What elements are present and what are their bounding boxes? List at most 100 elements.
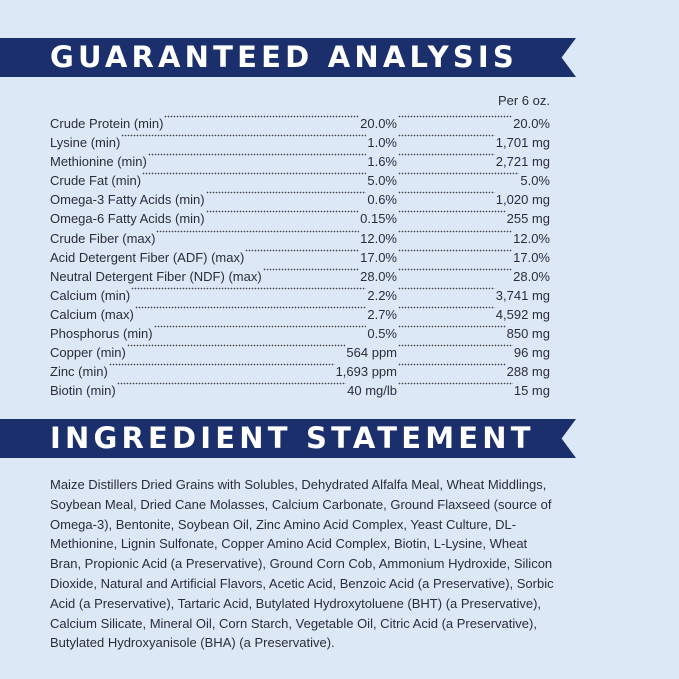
cell: 20.0% xyxy=(397,114,550,133)
per-serving-value: 2,721 mg xyxy=(495,154,550,170)
dot-leader xyxy=(116,381,347,386)
cell: Calcium (max) 2.7% xyxy=(50,304,397,324)
analysis-row: Crude Fiber (max) 12.0% 12.0% xyxy=(50,228,550,248)
dot-leader xyxy=(147,152,367,157)
nutrient-label: Omega-6 Fatty Acids (min) xyxy=(50,211,205,227)
percent-value: 5.0% xyxy=(367,173,397,189)
per-serving-value: 20.0% xyxy=(513,116,550,131)
heading: GUARANTEED ANALYSIS xyxy=(50,40,519,74)
dot-leader xyxy=(262,266,360,271)
percent-value: 20.0% xyxy=(360,116,397,131)
nutrient-label: Crude Fat (min) xyxy=(50,173,142,189)
per-serving-value: 28.0% xyxy=(513,268,550,284)
percent-value: 28.0% xyxy=(360,268,397,284)
dot-leader xyxy=(142,171,367,176)
dot-leader xyxy=(108,362,335,367)
nutrient-label: Zinc (min) xyxy=(50,364,108,380)
analysis-row: Omega-3 Fatty Acids (min) 0.6% 1,020 mg xyxy=(50,190,550,209)
nutrient-label: Acid Detergent Fiber (ADF) (max) xyxy=(50,249,245,265)
analysis-table: Crude Protein (min) 20.0% 20.0% Lysine (min… xyxy=(50,114,550,400)
dot-leader xyxy=(398,247,513,252)
analysis-row: Copper (min) 564 ppm 96 mg xyxy=(50,343,550,362)
per-serving-value: 1,701 mg xyxy=(495,135,550,151)
dot-leader xyxy=(126,343,346,348)
cell: 3,741 mg xyxy=(397,285,550,305)
nutrient-label: Methionine (min) xyxy=(50,154,147,170)
dot-leader xyxy=(398,343,513,348)
analysis-row: Crude Fat (min) 5.0% 5.0% xyxy=(50,171,550,190)
percent-value: 17.0% xyxy=(360,249,397,265)
dot-leader xyxy=(156,228,360,233)
nutrient-label: Lysine (min) xyxy=(50,135,121,151)
dot-leader xyxy=(153,324,367,329)
nutrient-label: Calcium (min) xyxy=(50,287,131,303)
percent-value: 2.2% xyxy=(367,287,397,303)
analysis-row: Biotin (min) 40 mg/lb 15 mg xyxy=(50,381,550,400)
per-serving-value: 96 mg xyxy=(513,345,550,361)
analysis-row: Lysine (min) 1.0% 1,701 mg xyxy=(50,133,550,152)
dot-leader xyxy=(398,381,513,386)
ingredient-text: Maize Distillers Dried Grains with Solub… xyxy=(50,477,554,651)
cell: 255 mg xyxy=(397,209,550,228)
nutrient-label: Neutral Detergent Fiber (NDF) (max) xyxy=(50,268,262,284)
cell: 1,701 mg xyxy=(397,133,550,152)
analysis-row: Calcium (max) 2.7% 4,592 mg xyxy=(50,304,550,324)
percent-value: 0.15% xyxy=(360,211,397,227)
per-serving-value: 4,592 mg xyxy=(495,306,550,322)
cell: 12.0% xyxy=(397,228,550,248)
dot-leader xyxy=(398,228,513,233)
per-serving-value: 255 mg xyxy=(506,211,550,227)
dot-leader xyxy=(398,362,506,367)
analysis-row: Omega-6 Fatty Acids (min) 0.15% 255 mg xyxy=(50,209,550,228)
percent-value: 40 mg/lb xyxy=(347,383,397,399)
analysis-row: Calcium (min) 2.2% 3,741 mg xyxy=(50,285,550,305)
analysis-row: Phosphorus (min) 0.5% 850 mg xyxy=(50,324,550,343)
analysis-row: Neutral Detergent Fiber (NDF) (max) 28.0%… xyxy=(50,266,550,286)
dot-leader xyxy=(398,266,513,271)
analysis-row: Zinc (min) 1,693 ppm 288 mg xyxy=(50,362,550,381)
per-serving-value: 850 mg xyxy=(506,326,550,342)
dot-leader xyxy=(121,133,367,138)
dot-leader xyxy=(134,304,367,309)
dot-leader xyxy=(205,209,360,214)
cell: Crude Fiber (max) 12.0% xyxy=(50,228,397,248)
percent-value: 2.7% xyxy=(367,306,397,322)
percent-value: 1.6% xyxy=(367,154,397,170)
cell: Lysine (min) 1.0% xyxy=(50,133,397,152)
per-label: Per 6 oz. xyxy=(497,93,550,108)
cell: Zinc (min) 1,693 ppm xyxy=(50,362,397,381)
cell: 1,020 mg xyxy=(397,190,550,209)
heading: INGREDIENT STATEMENT xyxy=(50,421,535,455)
cell: Biotin (min) 40 mg/lb xyxy=(50,381,397,400)
per-serving-value: 288 mg xyxy=(506,364,550,380)
dot-leader xyxy=(398,171,520,176)
percent-value: 564 ppm xyxy=(346,345,397,361)
percent-value: 1,693 ppm xyxy=(335,364,397,380)
dot-leader xyxy=(398,209,506,214)
dot-leader xyxy=(245,247,360,252)
cell: Omega-6 Fatty Acids (min) 0.15% xyxy=(50,209,397,228)
percent-value: 1.0% xyxy=(367,135,397,151)
percent-value: 0.5% xyxy=(367,326,397,342)
dot-leader xyxy=(398,114,513,118)
per-serving-value: 3,741 mg xyxy=(495,287,550,303)
analysis-row: Acid Detergent Fiber (ADF) (max) 17.0% 17.… xyxy=(50,247,550,267)
dot-leader xyxy=(205,190,367,195)
cell: Acid Detergent Fiber (ADF) (max) 17.0% xyxy=(50,247,397,267)
cell: Copper (min) 564 ppm xyxy=(50,343,397,362)
analysis-row: Methionine (min) 1.6% 2,721 mg xyxy=(50,152,550,171)
percent-value: 0.6% xyxy=(367,192,397,208)
cell: 17.0% xyxy=(397,247,550,267)
dot-leader xyxy=(164,114,360,118)
nutrient-label: Crude Protein (min) xyxy=(50,116,164,131)
per-serving-value: 1,020 mg xyxy=(495,192,550,208)
cell: Phosphorus (min) 0.5% xyxy=(50,324,397,343)
percent-value: 12.0% xyxy=(360,230,397,246)
dot-leader xyxy=(398,152,495,157)
dot-leader xyxy=(398,133,495,138)
cell: 96 mg xyxy=(397,343,550,362)
cell: Crude Protein (min) 20.0% xyxy=(50,114,397,133)
cell: 850 mg xyxy=(397,324,550,343)
per-serving-value: 5.0% xyxy=(520,173,550,189)
cell: Calcium (min) 2.2% xyxy=(50,285,397,305)
